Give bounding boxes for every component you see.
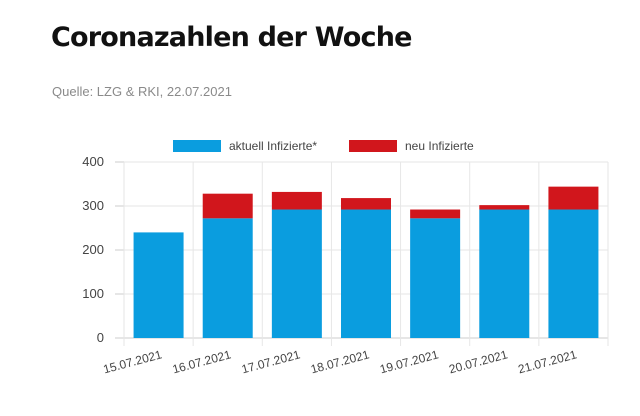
legend-label: aktuell Infizierte* [229, 139, 317, 153]
bar-aktuell-infizierte [341, 209, 391, 338]
y-tick-label: 100 [82, 286, 104, 301]
source-line: Quelle: LZG & RKI, 22.07.2021 [52, 84, 232, 99]
bar-neu-infizierte [548, 186, 599, 210]
x-tick-label: 20.07.2021 [447, 347, 509, 376]
legend-swatch [173, 140, 221, 152]
bar-neu-infizierte [271, 191, 322, 210]
bar-aktuell-infizierte [133, 232, 184, 338]
bar-aktuell-infizierte [548, 209, 599, 338]
bar-neu-infizierte [202, 193, 253, 219]
bar-aktuell-infizierte [479, 209, 530, 338]
x-tick-label: 15.07.2021 [102, 347, 164, 376]
x-tick-label: 18.07.2021 [309, 347, 371, 376]
bar-aktuell-infizierte [202, 218, 253, 338]
x-tick-label: 16.07.2021 [171, 347, 233, 376]
x-tick-label: 17.07.2021 [240, 347, 302, 376]
bar-neu-infizierte [479, 205, 530, 210]
page-title: Coronazahlen der Woche [51, 22, 412, 53]
bar-neu-infizierte [341, 198, 391, 210]
bar-neu-infizierte [410, 209, 461, 219]
legend-swatch [349, 140, 397, 152]
bar-aktuell-infizierte [410, 218, 461, 338]
legend-label: neu Infizierte [405, 139, 474, 153]
bar-aktuell-infizierte [271, 209, 322, 338]
x-tick-label: 19.07.2021 [378, 347, 440, 376]
x-tick-label: 21.07.2021 [517, 347, 579, 376]
y-tick-label: 300 [82, 198, 104, 213]
y-tick-label: 0 [97, 330, 104, 345]
y-tick-label: 200 [82, 242, 104, 257]
y-tick-label: 400 [82, 154, 104, 169]
